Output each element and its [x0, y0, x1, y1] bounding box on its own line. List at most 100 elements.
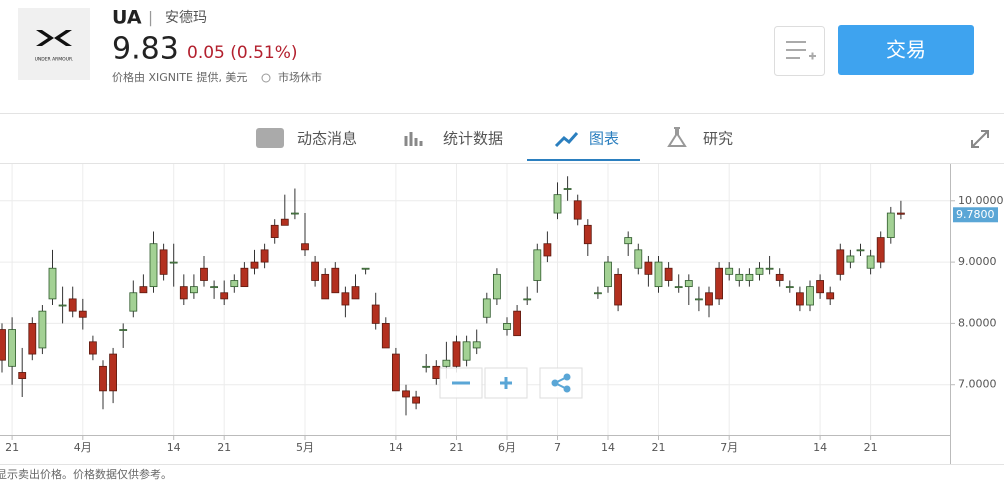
- x-tick-label: 14: [601, 441, 615, 454]
- candle-body: [816, 280, 824, 294]
- x-tick-label: 6月: [498, 441, 516, 454]
- candle-body: [695, 298, 703, 301]
- candle-body: [624, 237, 633, 245]
- expand-icon[interactable]: [971, 130, 989, 148]
- tab[interactable]: 研究: [703, 130, 733, 148]
- candle-body: [321, 273, 330, 300]
- candle-body: [260, 249, 269, 263]
- candle-body: [8, 329, 17, 367]
- share-dot: [563, 373, 571, 381]
- candle-body: [876, 237, 885, 263]
- x-tick-label: 4月: [74, 441, 92, 454]
- candle-body: [553, 194, 562, 214]
- x-tick-label: 21: [450, 441, 464, 454]
- candle-body: [765, 267, 774, 270]
- candle-body: [351, 286, 360, 300]
- share-dot: [563, 385, 571, 393]
- tab[interactable]: 统计数据: [443, 130, 503, 148]
- candle-body: [735, 273, 744, 281]
- candle-body: [109, 353, 117, 392]
- candle-body: [503, 323, 511, 330]
- candle-body: [604, 261, 612, 288]
- candle-body: [230, 280, 239, 288]
- candle-body: [614, 273, 622, 306]
- candle-body: [412, 396, 421, 404]
- candle-body: [391, 353, 400, 392]
- company-name: 安德玛: [165, 10, 207, 26]
- zoom-controls: [439, 367, 583, 399]
- news-icon: [256, 128, 284, 148]
- candle-body: [654, 261, 663, 288]
- last-price-box: [953, 207, 998, 223]
- y-tick-label: 10.0000: [958, 194, 1004, 207]
- candle-body: [856, 249, 865, 252]
- price-source: 价格由 XIGNITE 提供, 美元: [112, 70, 247, 84]
- candle-body: [442, 359, 451, 367]
- candle-body: [28, 323, 37, 355]
- candle-body: [533, 249, 542, 281]
- candle-body: [684, 280, 693, 288]
- candle-body: [38, 310, 47, 349]
- candle-body: [846, 255, 855, 263]
- price-change: 0.05 (0.51%): [187, 43, 298, 63]
- candle-body: [159, 249, 168, 275]
- candle-body: [341, 292, 350, 306]
- candle-body: [169, 261, 178, 264]
- candle-body: [311, 261, 320, 281]
- candle-body: [755, 267, 764, 275]
- candle-body: [280, 218, 289, 226]
- logo-text: UNDER ARMOUR.: [35, 57, 74, 63]
- last-price-label: 9.7800: [956, 208, 995, 221]
- candle-body: [0, 329, 6, 361]
- market-status: 市场休市: [278, 70, 322, 84]
- candle-body: [634, 249, 643, 269]
- zoom-in[interactable]: [484, 367, 528, 399]
- menu-icon: [786, 41, 816, 60]
- candle-body: [149, 243, 158, 288]
- candle-body: [381, 323, 390, 349]
- candle-body: [189, 286, 198, 294]
- candle-body: [48, 267, 57, 300]
- y-tick-label: 9.0000: [958, 255, 997, 268]
- candle-body: [220, 292, 229, 300]
- x-tick-label: 21: [864, 441, 878, 454]
- candle-body: [462, 341, 471, 361]
- share[interactable]: [539, 367, 583, 399]
- candle-body: [250, 261, 259, 269]
- candle-body: [482, 298, 491, 318]
- chart-icon: [554, 132, 579, 148]
- trade-button[interactable]: [838, 25, 974, 75]
- candle-body: [68, 298, 77, 312]
- logo-mark: [36, 30, 72, 46]
- candle-body: [523, 298, 532, 301]
- footer-note: 显示卖出价格。价格数据仅供参考。: [0, 467, 172, 481]
- tab-active[interactable]: 图表: [589, 130, 619, 148]
- x-tick-label: 7: [554, 441, 561, 454]
- research-icon: [667, 127, 687, 147]
- x-tick-label: 21: [652, 441, 666, 454]
- candle-body: [674, 286, 683, 289]
- candle-body: [270, 224, 279, 238]
- candle-body: [18, 372, 27, 379]
- candle-body: [705, 292, 713, 306]
- stats-icon: [404, 132, 423, 146]
- candle-body: [58, 304, 67, 307]
- candle-body: [78, 310, 87, 318]
- candle-body: [422, 365, 431, 368]
- tab[interactable]: 动态消息: [297, 130, 357, 148]
- candle-body: [644, 261, 653, 275]
- y-tick-label: 8.0000: [958, 316, 997, 329]
- candle-body: [573, 200, 582, 220]
- clock-icon: [261, 73, 271, 83]
- candle-body: [513, 310, 521, 337]
- trade-button-label: 交易: [886, 38, 926, 62]
- candle-body: [139, 286, 148, 294]
- candle-body: [371, 304, 380, 324]
- candle-body: [583, 224, 592, 245]
- candle-body: [563, 188, 572, 190]
- candle-body: [432, 365, 441, 379]
- candle-body: [725, 267, 734, 275]
- x-tick-label: 21: [217, 441, 231, 454]
